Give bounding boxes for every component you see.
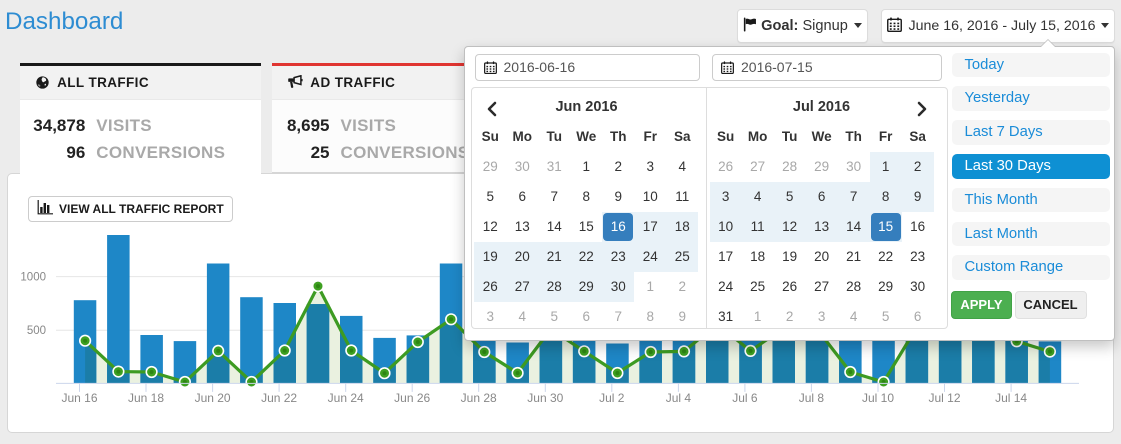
svg-text:Jul 12: Jul 12 bbox=[928, 391, 960, 405]
svg-text:Jul 6: Jul 6 bbox=[732, 391, 758, 405]
svg-text:Jul 4: Jul 4 bbox=[666, 391, 692, 405]
svg-text:Jun 22: Jun 22 bbox=[261, 391, 297, 405]
svg-text:Jun 16: Jun 16 bbox=[61, 391, 97, 405]
svg-text:Jul 2: Jul 2 bbox=[599, 391, 625, 405]
svg-text:1000: 1000 bbox=[20, 272, 46, 284]
svg-text:Jun 26: Jun 26 bbox=[394, 391, 430, 405]
svg-text:Jul 10: Jul 10 bbox=[862, 391, 894, 405]
svg-text:Jul 8: Jul 8 bbox=[799, 391, 825, 405]
svg-text:Jul 14: Jul 14 bbox=[995, 391, 1027, 405]
svg-text:Jun 24: Jun 24 bbox=[328, 391, 364, 405]
svg-text:Jun 18: Jun 18 bbox=[128, 391, 164, 405]
svg-text:500: 500 bbox=[27, 325, 46, 337]
svg-text:Jun 20: Jun 20 bbox=[195, 391, 231, 405]
svg-text:Jun 30: Jun 30 bbox=[527, 391, 563, 405]
svg-text:Jun 28: Jun 28 bbox=[461, 391, 497, 405]
